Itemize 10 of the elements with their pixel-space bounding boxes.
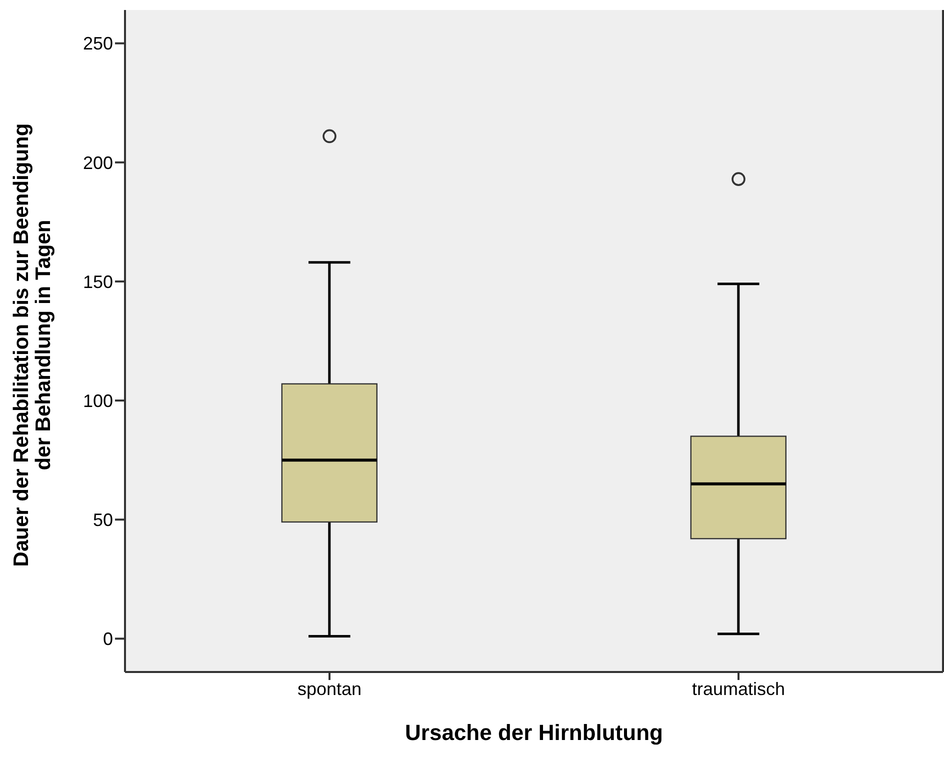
y-tick-label: 0 (102, 629, 113, 650)
y-tick-label: 200 (82, 152, 113, 173)
y-tick-label: 50 (92, 510, 113, 530)
x-axis-title: Ursache der Hirnblutung (405, 720, 663, 745)
x-tick-label: traumatisch (692, 678, 786, 699)
x-tick-label: spontan (297, 678, 362, 699)
y-axis-title: Dauer der Rehabilitation bis zur Beendigung der Behandlung in Tagen (10, 123, 55, 567)
y-tick-label: 250 (82, 34, 113, 54)
y-tick-label: 150 (82, 272, 113, 292)
y-tick-label: 100 (82, 390, 113, 411)
